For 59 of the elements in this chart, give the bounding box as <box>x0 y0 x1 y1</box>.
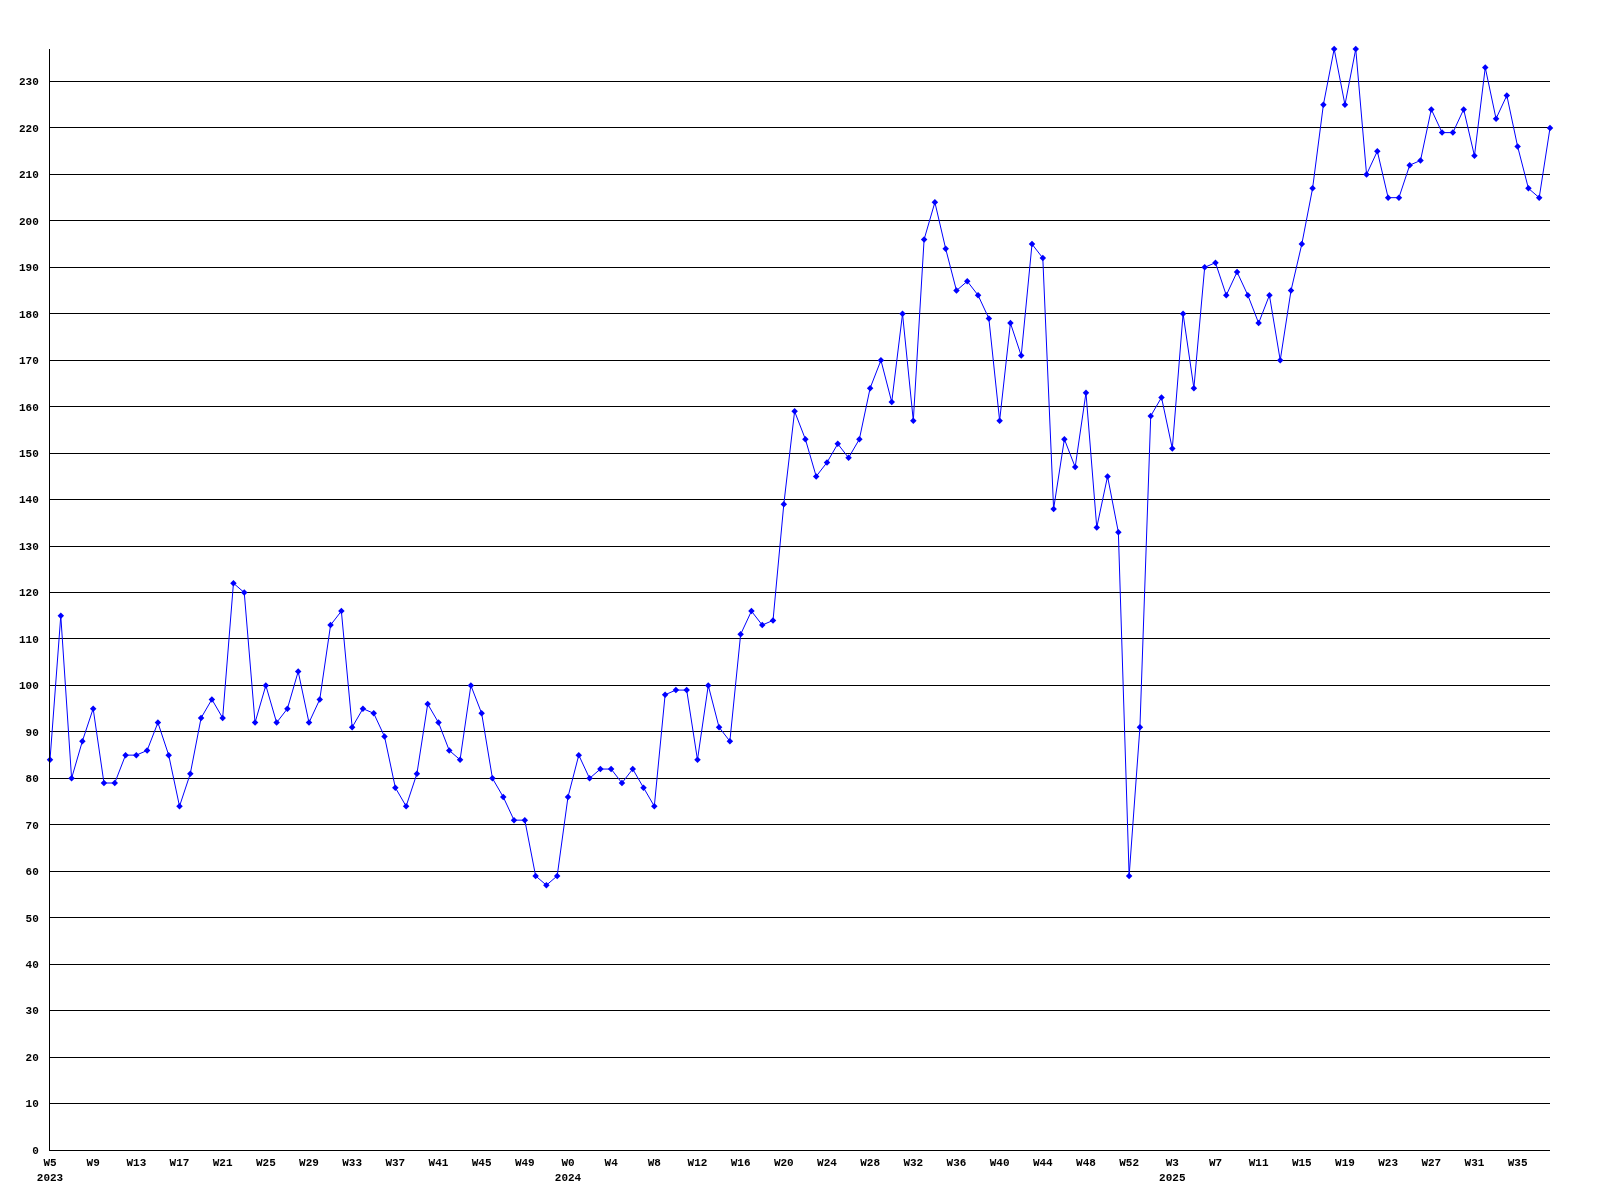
x-tick-label: W5 2023 <box>36 1157 64 1184</box>
y-tick-label: 30 <box>25 1005 39 1018</box>
y-tick-label: 50 <box>25 912 39 925</box>
y-tick-label: 200 <box>18 215 39 228</box>
x-tick-label: W24 <box>817 1157 838 1170</box>
x-tick-label: W7 <box>1208 1157 1223 1170</box>
y-tick-label: 210 <box>18 169 39 182</box>
y-tick-label: 120 <box>18 587 39 600</box>
x-tick-label: W0 2024 <box>554 1157 582 1184</box>
y-tick-label: 140 <box>18 494 39 507</box>
x-tick-label: W29 <box>299 1157 319 1170</box>
y-tick-label: 230 <box>18 76 39 89</box>
x-tick-label: W3 2025 <box>1159 1157 1186 1184</box>
x-tick-label: W13 <box>126 1157 147 1170</box>
x-tick-label: W48 <box>1076 1157 1097 1170</box>
y-tick-label: 60 <box>25 866 39 879</box>
x-tick-label: W12 <box>687 1157 708 1170</box>
x-tick-label: W4 <box>604 1157 619 1170</box>
x-tick-label: W19 <box>1335 1157 1355 1170</box>
y-tick-label: 220 <box>18 122 39 135</box>
x-tick-label: W40 <box>989 1157 1010 1170</box>
x-tick-label: W45 <box>471 1157 492 1170</box>
x-tick-label: W31 <box>1464 1157 1485 1170</box>
y-tick-label: 80 <box>25 773 39 786</box>
x-tick-label: W21 <box>212 1157 233 1170</box>
y-tick-label: 20 <box>25 1051 39 1064</box>
x-tick-label: W35 <box>1507 1157 1528 1170</box>
y-tick-label: 170 <box>18 355 39 368</box>
x-tick-label: W15 <box>1291 1157 1313 1170</box>
x-tick-label: W52 <box>1119 1157 1140 1170</box>
y-tick-label: 40 <box>25 959 39 972</box>
x-tick-label: W33 <box>342 1157 363 1170</box>
y-tick-label: 190 <box>18 262 39 275</box>
x-tick-label: W27 <box>1421 1157 1442 1170</box>
x-tick-label: W9 <box>86 1157 100 1170</box>
y-tick-label: 130 <box>18 540 39 553</box>
y-tick-label: 100 <box>18 680 39 693</box>
x-tick-label: W49 <box>514 1157 535 1170</box>
y-tick-label: 110 <box>18 633 39 646</box>
y-tick-label: 10 <box>25 1098 39 1111</box>
y-tick-label: 90 <box>25 726 39 739</box>
x-tick-label: W17 <box>169 1157 190 1170</box>
y-tick-label: 180 <box>18 308 39 321</box>
x-tick-label: W16 <box>730 1157 751 1170</box>
y-tick-label: 70 <box>25 819 39 832</box>
x-tick-label: W41 <box>428 1157 449 1170</box>
x-tick-label: W28 <box>860 1157 881 1170</box>
y-tick-label: 160 <box>18 401 39 414</box>
x-tick-label: W8 <box>647 1157 662 1170</box>
x-tick-label: W32 <box>903 1157 924 1170</box>
x-tick-label: W36 <box>946 1157 967 1170</box>
x-tick-label: W23 <box>1378 1157 1399 1170</box>
x-tick-label: W37 <box>385 1157 406 1170</box>
y-tick-label: 150 <box>18 448 39 461</box>
x-tick-label: W11 <box>1248 1157 1269 1170</box>
x-tick-label: W44 <box>1032 1157 1054 1170</box>
x-tick-label: W25 <box>255 1157 277 1170</box>
x-tick-label: W20 <box>773 1157 794 1170</box>
y-tick-label: 0 <box>32 1144 39 1157</box>
